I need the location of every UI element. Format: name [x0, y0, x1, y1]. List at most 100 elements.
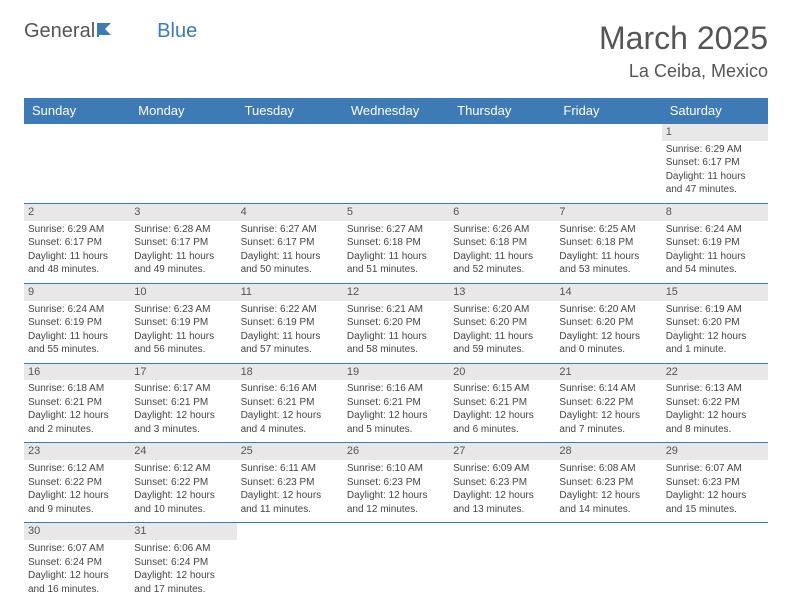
- day-number: 3: [130, 204, 236, 221]
- sunset-text: Sunset: 6:19 PM: [28, 316, 126, 330]
- weekday-saturday: Saturday: [662, 98, 768, 124]
- sunset-text: Sunset: 6:23 PM: [559, 476, 657, 490]
- sunrise-text: Sunrise: 6:27 AM: [347, 223, 445, 237]
- day-number: 9: [24, 284, 130, 301]
- calendar-cell: [343, 124, 449, 204]
- sunset-text: Sunset: 6:20 PM: [666, 316, 764, 330]
- sunset-text: Sunset: 6:21 PM: [134, 396, 232, 410]
- daylight-text: Daylight: 12 hours and 0 minutes.: [559, 330, 657, 357]
- daylight-text: Daylight: 12 hours and 3 minutes.: [134, 409, 232, 436]
- calendar-cell: 12Sunrise: 6:21 AMSunset: 6:20 PMDayligh…: [343, 283, 449, 363]
- sunrise-text: Sunrise: 6:15 AM: [453, 382, 551, 396]
- calendar-cell: 30Sunrise: 6:07 AMSunset: 6:24 PMDayligh…: [24, 523, 130, 602]
- page-title: March 2025: [599, 20, 768, 57]
- day-number: 18: [237, 364, 343, 381]
- daylight-text: Daylight: 12 hours and 12 minutes.: [347, 489, 445, 516]
- sunrise-text: Sunrise: 6:29 AM: [28, 223, 126, 237]
- daylight-text: Daylight: 12 hours and 15 minutes.: [666, 489, 764, 516]
- day-number: 23: [24, 443, 130, 460]
- sunset-text: Sunset: 6:22 PM: [134, 476, 232, 490]
- day-number: 5: [343, 204, 449, 221]
- sunrise-text: Sunrise: 6:14 AM: [559, 382, 657, 396]
- daylight-text: Daylight: 11 hours and 48 minutes.: [28, 250, 126, 277]
- sunrise-text: Sunrise: 6:24 AM: [666, 223, 764, 237]
- day-number: 19: [343, 364, 449, 381]
- calendar-cell: [449, 523, 555, 602]
- daylight-text: Daylight: 11 hours and 58 minutes.: [347, 330, 445, 357]
- day-number: 27: [449, 443, 555, 460]
- calendar-cell: 24Sunrise: 6:12 AMSunset: 6:22 PMDayligh…: [130, 443, 236, 523]
- calendar-cell: 17Sunrise: 6:17 AMSunset: 6:21 PMDayligh…: [130, 363, 236, 443]
- calendar-cell: 25 Sunrise: 6:11 AMSunset: 6:23 PMDayligh…: [237, 443, 343, 523]
- sunrise-text: Sunrise: 6:08 AM: [559, 462, 657, 476]
- sunset-text: Sunset: 6:20 PM: [559, 316, 657, 330]
- sunset-text: Sunset: 6:17 PM: [28, 236, 126, 250]
- calendar-cell: 23 Sunrise: 6:12 AMSunset: 6:22 PMDayligh…: [24, 443, 130, 523]
- calendar-cell: 5 Sunrise: 6:27 AMSunset: 6:18 PMDaylight…: [343, 203, 449, 283]
- daylight-text: Daylight: 12 hours and 9 minutes.: [28, 489, 126, 516]
- daylight-text: Daylight: 12 hours and 11 minutes.: [241, 489, 339, 516]
- daylight-text: Daylight: 12 hours and 16 minutes.: [28, 569, 126, 596]
- calendar-cell: [555, 124, 661, 204]
- header: General Blue March 2025 La Ceiba, Mexico: [24, 20, 768, 82]
- calendar-cell: 28 Sunrise: 6:08 AMSunset: 6:23 PMDayligh…: [555, 443, 661, 523]
- sunset-text: Sunset: 6:20 PM: [347, 316, 445, 330]
- sunset-text: Sunset: 6:23 PM: [241, 476, 339, 490]
- calendar-cell: [237, 523, 343, 602]
- calendar-cell: 21Sunrise: 6:14 AMSunset: 6:22 PMDayligh…: [555, 363, 661, 443]
- sunset-text: Sunset: 6:22 PM: [666, 396, 764, 410]
- calendar-cell: [555, 523, 661, 602]
- daylight-text: Daylight: 11 hours and 49 minutes.: [134, 250, 232, 277]
- calendar-cell: 13Sunrise: 6:20 AMSunset: 6:20 PMDayligh…: [449, 283, 555, 363]
- calendar-cell: 10Sunrise: 6:23 AMSunset: 6:19 PMDayligh…: [130, 283, 236, 363]
- sunrise-text: Sunrise: 6:18 AM: [28, 382, 126, 396]
- daylight-text: Daylight: 12 hours and 2 minutes.: [28, 409, 126, 436]
- daylight-text: Daylight: 12 hours and 13 minutes.: [453, 489, 551, 516]
- calendar-row: 1Sunrise: 6:29 AMSunset: 6:17 PMDaylight…: [24, 124, 768, 204]
- sunset-text: Sunset: 6:21 PM: [28, 396, 126, 410]
- daylight-text: Daylight: 11 hours and 51 minutes.: [347, 250, 445, 277]
- sunset-text: Sunset: 6:21 PM: [241, 396, 339, 410]
- calendar-cell: 22Sunrise: 6:13 AMSunset: 6:22 PMDayligh…: [662, 363, 768, 443]
- calendar-cell: [24, 124, 130, 204]
- sunset-text: Sunset: 6:24 PM: [134, 556, 232, 570]
- sunset-text: Sunset: 6:19 PM: [134, 316, 232, 330]
- sunset-text: Sunset: 6:23 PM: [666, 476, 764, 490]
- weekday-monday: Monday: [130, 98, 236, 124]
- calendar-cell: 11Sunrise: 6:22 AMSunset: 6:19 PMDayligh…: [237, 283, 343, 363]
- sunset-text: Sunset: 6:17 PM: [134, 236, 232, 250]
- weekday-thursday: Thursday: [449, 98, 555, 124]
- daylight-text: Daylight: 12 hours and 14 minutes.: [559, 489, 657, 516]
- sunrise-text: Sunrise: 6:23 AM: [134, 303, 232, 317]
- calendar-cell: 4Sunrise: 6:27 AMSunset: 6:17 PMDaylight…: [237, 203, 343, 283]
- day-number: 14: [555, 284, 661, 301]
- calendar-row: 2Sunrise: 6:29 AMSunset: 6:17 PMDaylight…: [24, 203, 768, 283]
- sunrise-text: Sunrise: 6:10 AM: [347, 462, 445, 476]
- daylight-text: Daylight: 11 hours and 50 minutes.: [241, 250, 339, 277]
- calendar-cell: 29Sunrise: 6:07 AMSunset: 6:23 PMDayligh…: [662, 443, 768, 523]
- calendar-cell: 1Sunrise: 6:29 AMSunset: 6:17 PMDaylight…: [662, 124, 768, 204]
- day-number: 16: [24, 364, 130, 381]
- sunrise-text: Sunrise: 6:26 AM: [453, 223, 551, 237]
- sunset-text: Sunset: 6:22 PM: [28, 476, 126, 490]
- day-number: 13: [449, 284, 555, 301]
- sunset-text: Sunset: 6:19 PM: [241, 316, 339, 330]
- sunrise-text: Sunrise: 6:16 AM: [241, 382, 339, 396]
- day-number: 7: [555, 204, 661, 221]
- day-number: 6: [449, 204, 555, 221]
- sunrise-text: Sunrise: 6:11 AM: [241, 462, 339, 476]
- daylight-text: Daylight: 11 hours and 54 minutes.: [666, 250, 764, 277]
- daylight-text: Daylight: 11 hours and 55 minutes.: [28, 330, 126, 357]
- day-number: 25: [237, 443, 343, 460]
- calendar-cell: [130, 124, 236, 204]
- sunset-text: Sunset: 6:18 PM: [347, 236, 445, 250]
- calendar-cell: 31Sunrise: 6:06 AMSunset: 6:24 PMDayligh…: [130, 523, 236, 602]
- sunrise-text: Sunrise: 6:13 AM: [666, 382, 764, 396]
- logo: General Blue: [24, 20, 197, 43]
- sunrise-text: Sunrise: 6:12 AM: [28, 462, 126, 476]
- daylight-text: Daylight: 12 hours and 8 minutes.: [666, 409, 764, 436]
- sunrise-text: Sunrise: 6:07 AM: [666, 462, 764, 476]
- day-number: 28: [555, 443, 661, 460]
- calendar-cell: 9Sunrise: 6:24 AMSunset: 6:19 PMDaylight…: [24, 283, 130, 363]
- location-subtitle: La Ceiba, Mexico: [599, 61, 768, 82]
